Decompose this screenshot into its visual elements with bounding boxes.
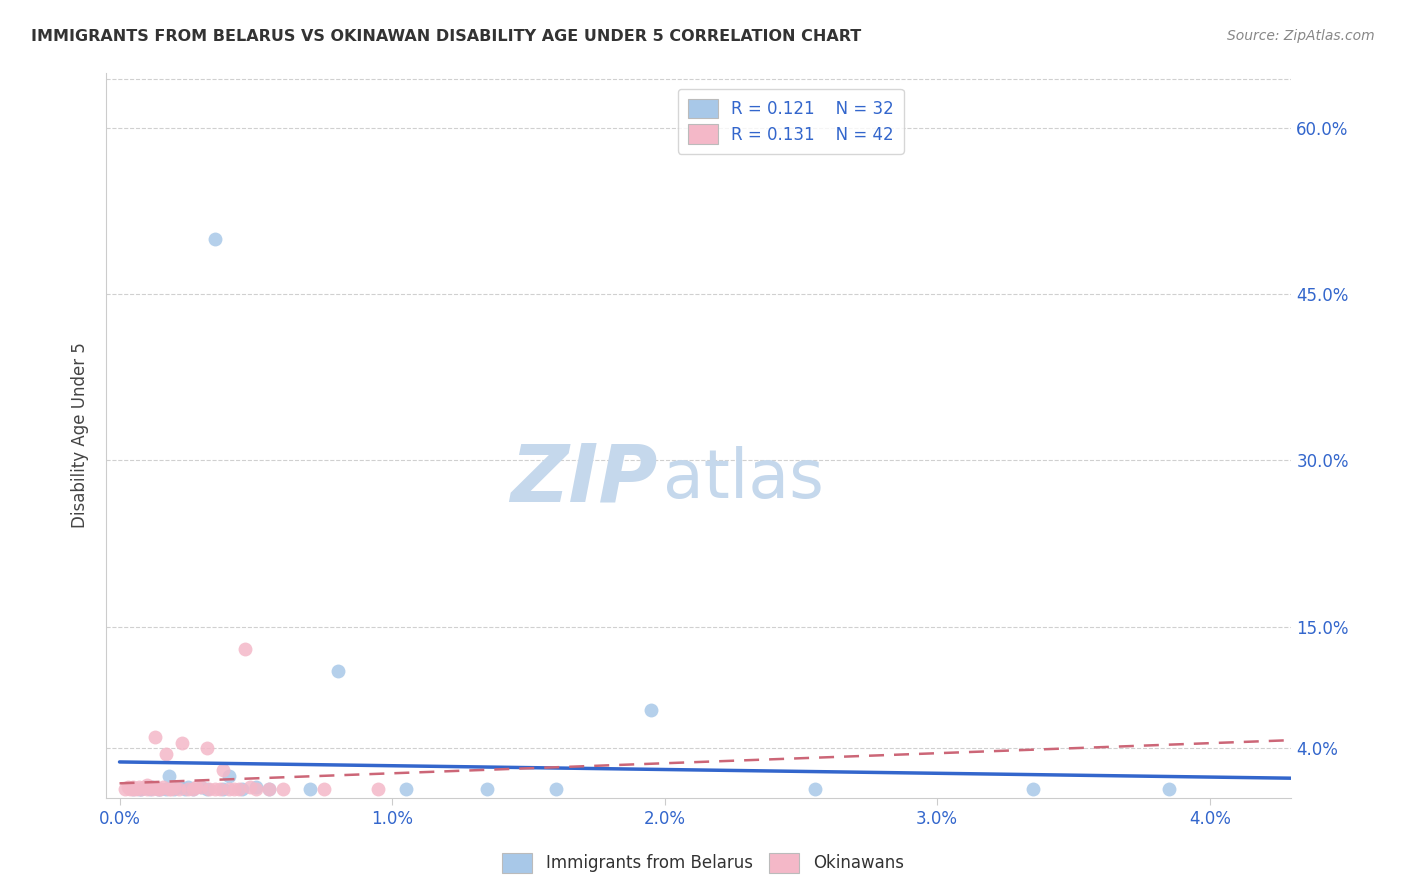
Point [212, 764, 235, 778]
Point [135, 782, 157, 797]
Point [163, 780, 186, 794]
Point [544, 782, 567, 797]
Point [222, 782, 245, 797]
Point [114, 782, 136, 797]
Point [128, 780, 150, 794]
Legend: Immigrants from Belarus, Okinawans: Immigrants from Belarus, Okinawans [496, 847, 910, 880]
Point [163, 782, 186, 797]
Point [135, 780, 157, 794]
Point [231, 782, 253, 797]
Point [155, 747, 177, 761]
Point [160, 782, 183, 797]
Point [259, 782, 281, 797]
Point [218, 782, 240, 797]
Point [149, 782, 172, 797]
Point [195, 741, 218, 756]
Point [141, 782, 163, 797]
Point [131, 782, 153, 797]
Point [141, 780, 163, 794]
Point [176, 782, 198, 797]
Point [239, 780, 262, 794]
Text: atlas: atlas [664, 446, 824, 512]
Point [122, 780, 145, 794]
Point [195, 782, 218, 797]
Point [477, 782, 499, 797]
Point [259, 782, 281, 797]
Text: IMMIGRANTS FROM BELARUS VS OKINAWAN DISABILITY AGE UNDER 5 CORRELATION CHART: IMMIGRANTS FROM BELARUS VS OKINAWAN DISA… [31, 29, 862, 44]
Point [146, 782, 169, 797]
Text: Source: ZipAtlas.com: Source: ZipAtlas.com [1227, 29, 1375, 43]
Y-axis label: Disability Age Under 5: Disability Age Under 5 [72, 343, 89, 528]
Point [157, 769, 180, 783]
Point [131, 782, 153, 797]
Point [198, 782, 221, 797]
Point [212, 782, 235, 797]
Point [218, 769, 240, 783]
Point [367, 782, 389, 797]
Point [146, 782, 169, 797]
Point [122, 782, 145, 797]
Point [155, 782, 177, 797]
Point [169, 780, 191, 794]
Point [326, 664, 349, 678]
Point [181, 782, 204, 797]
Point [125, 782, 148, 797]
Text: ZIP: ZIP [510, 440, 657, 518]
Point [395, 782, 418, 797]
Point [174, 782, 197, 797]
Point [117, 780, 139, 794]
Legend: R = 0.121    N = 32, R = 0.131    N = 42: R = 0.121 N = 32, R = 0.131 N = 42 [678, 88, 904, 153]
Point [190, 780, 212, 794]
Point [152, 780, 174, 794]
Point [299, 782, 322, 797]
Point [228, 782, 250, 797]
Point [204, 782, 226, 797]
Point [120, 782, 142, 797]
Point [245, 780, 267, 794]
Point [143, 731, 166, 745]
Point [157, 782, 180, 797]
Point [209, 782, 232, 797]
Point [132, 780, 155, 794]
Point [181, 782, 204, 797]
Point [172, 736, 194, 750]
Point [1157, 782, 1180, 797]
Point [245, 782, 267, 797]
Point [138, 780, 160, 794]
Point [640, 702, 662, 716]
Point [1021, 782, 1043, 797]
Point [204, 232, 226, 246]
Point [138, 782, 160, 797]
Point [176, 780, 198, 794]
Point [149, 782, 172, 797]
Point [184, 780, 207, 794]
Point [135, 778, 157, 792]
Point [169, 782, 191, 797]
Point [122, 782, 145, 797]
Point [233, 641, 256, 656]
Point [271, 782, 294, 797]
Point [190, 780, 212, 794]
Point [312, 782, 335, 797]
Point [128, 782, 150, 797]
Point [803, 782, 825, 797]
